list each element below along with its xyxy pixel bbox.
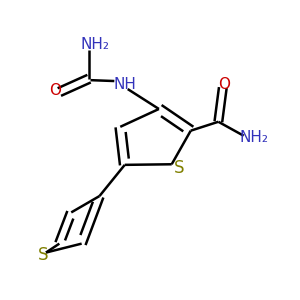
Text: S: S bbox=[174, 159, 184, 177]
Text: S: S bbox=[38, 246, 49, 264]
Text: O: O bbox=[218, 77, 230, 92]
Text: NH₂: NH₂ bbox=[80, 37, 110, 52]
Text: NH: NH bbox=[113, 77, 136, 92]
Text: O: O bbox=[49, 83, 61, 98]
Text: NH₂: NH₂ bbox=[239, 130, 268, 145]
